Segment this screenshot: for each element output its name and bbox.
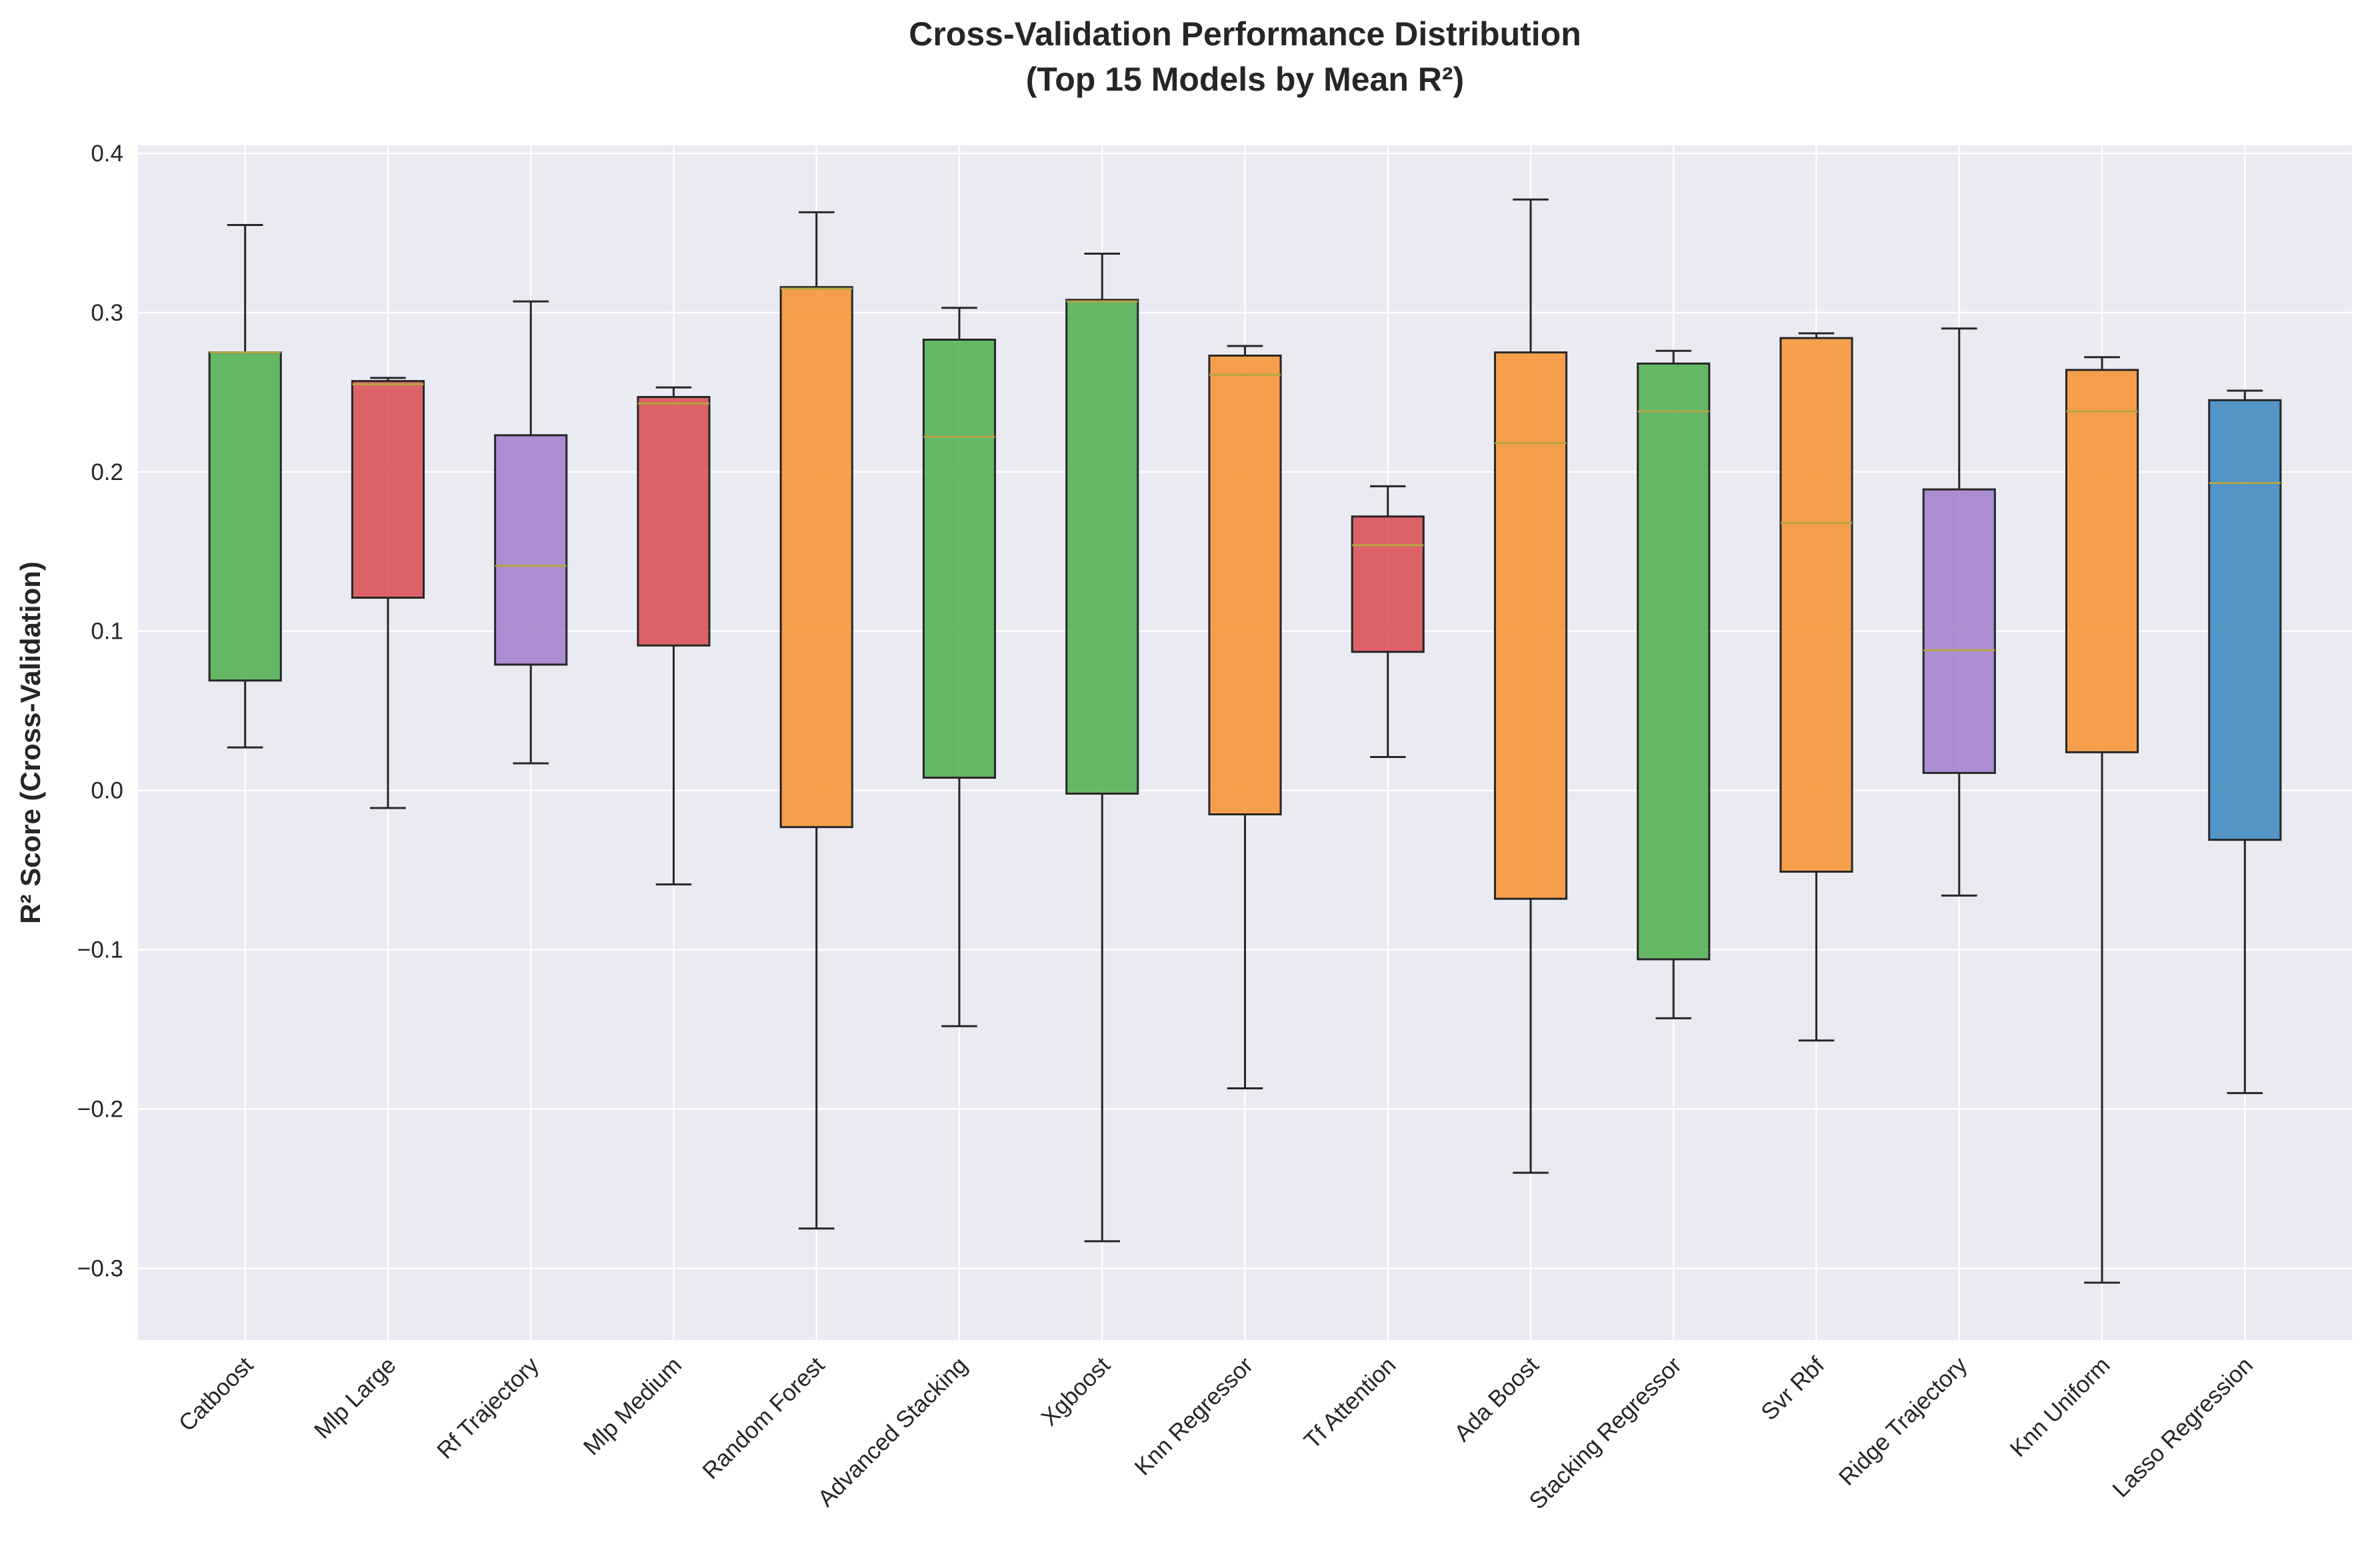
box-knn-regressor: [1208, 345, 1282, 1089]
y-tick-label: 0.1: [91, 619, 123, 645]
boxes-group: [208, 198, 2282, 1284]
box-rect: [1065, 299, 1139, 795]
y-tick-label: 0.2: [91, 459, 123, 485]
box-rect: [1922, 488, 1996, 774]
box-knn-uniform: [2065, 356, 2139, 1284]
y-tick-label: −0.2: [77, 1097, 123, 1123]
box-random-forest: [779, 211, 853, 1230]
box-rect: [1351, 515, 1425, 653]
box-svr-rbf: [1779, 332, 1853, 1042]
box-rect: [208, 351, 282, 682]
box-rect: [1637, 362, 1711, 961]
chart-title-line2: (Top 15 Models by Mean R²): [1026, 61, 1464, 98]
box-stacking-regressor: [1637, 349, 1711, 1019]
box-ada-boost: [1493, 198, 1568, 1174]
y-tick-label: 0.4: [91, 141, 123, 167]
box-tf-attention: [1351, 485, 1425, 759]
y-tick-labels: −0.3 −0.2 −0.1 0.0 0.1 0.2 0.3 0.4: [77, 141, 123, 1282]
box-rect: [1493, 351, 1568, 900]
box-catboost: [208, 223, 282, 749]
box-xgboost: [1065, 252, 1139, 1243]
box-rect: [2208, 399, 2282, 841]
box-rect: [494, 434, 568, 666]
box-rect: [922, 338, 997, 779]
box-rect: [779, 286, 853, 829]
box-rect: [1779, 337, 1853, 873]
chart-title-line1: Cross-Validation Performance Distributio…: [909, 15, 1581, 53]
y-tick-label: 0.3: [91, 300, 123, 326]
y-axis-label: R² Score (Cross-Validation): [15, 561, 46, 924]
box-lasso-regression: [2208, 389, 2282, 1095]
y-tick-label: −0.1: [77, 937, 123, 963]
box-mlp-medium: [637, 386, 711, 886]
box-rect: [1208, 354, 1282, 816]
box-rect: [2065, 369, 2139, 753]
box-rect: [637, 396, 711, 647]
box-rect: [351, 380, 425, 599]
box-mlp-large: [351, 377, 425, 809]
y-tick-label: −0.3: [77, 1255, 123, 1281]
box-advanced-stacking: [922, 307, 997, 1027]
box-ridge-trajectory: [1922, 327, 1996, 897]
box-rf-trajectory: [494, 300, 568, 765]
y-tick-label: 0.0: [91, 778, 123, 804]
